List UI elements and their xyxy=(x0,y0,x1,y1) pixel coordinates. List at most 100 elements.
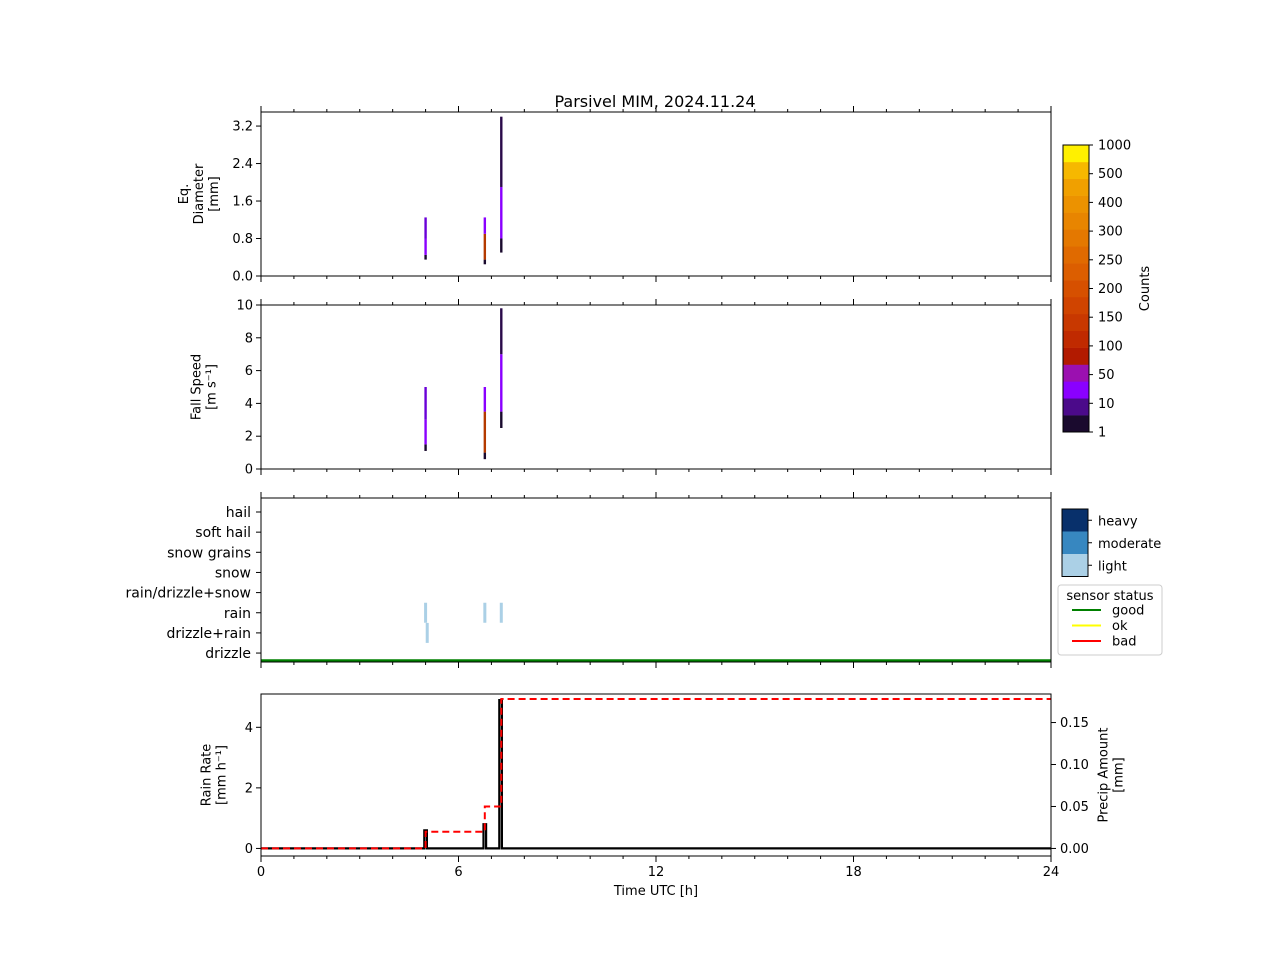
panels: 0.00.81.62.43.2Eq.Diameter[mm]0246810Fal… xyxy=(126,106,1127,899)
y2-tick-label: 0.05 xyxy=(1060,800,1089,815)
y-tick-label: 3.2 xyxy=(232,120,253,135)
axes-frame xyxy=(260,497,1052,663)
y-tick-label: 0.8 xyxy=(232,232,253,247)
legend-label: ok xyxy=(1112,619,1128,634)
colorbar-bin xyxy=(1063,212,1089,230)
axes-frame xyxy=(260,304,1052,470)
colorbar-tick-label: 50 xyxy=(1098,368,1115,383)
category-label: rain xyxy=(224,606,251,622)
y-tick-label: 1.6 xyxy=(232,195,253,210)
x-tick-label: 12 xyxy=(648,865,665,880)
colorbar-bin xyxy=(1063,296,1089,315)
y-tick-label: 0.0 xyxy=(232,270,253,285)
y-tick-label: 2 xyxy=(245,430,253,445)
legend-box xyxy=(1057,584,1163,656)
intensity-swatch xyxy=(1062,531,1088,554)
y-axis-label: Eq.Diameter[mm] xyxy=(177,163,222,224)
intensity-label: heavy xyxy=(1098,514,1138,529)
colorbar-bin xyxy=(1063,263,1089,281)
colorbar-bin xyxy=(1063,229,1089,247)
legend-label: good xyxy=(1112,604,1144,619)
event-mark xyxy=(500,238,503,253)
y2-tick-label: 0.15 xyxy=(1060,716,1089,731)
colorbar-bin xyxy=(1063,313,1089,332)
rain-rate-line xyxy=(261,698,1051,850)
axes-frame xyxy=(260,111,1052,277)
intensity-label: moderate xyxy=(1098,537,1161,552)
precip-amount-line xyxy=(261,698,1051,850)
event-mark xyxy=(424,387,427,420)
intensity-legend: heavy moderate light xyxy=(1061,508,1161,577)
legend-title: sensor status xyxy=(1066,589,1153,604)
y-tick-label: 2.4 xyxy=(232,157,253,172)
colorbar-bin xyxy=(1063,364,1089,382)
y2-tick-label: 0.00 xyxy=(1060,842,1089,857)
event-mark xyxy=(483,259,487,265)
y-tick-label: 4 xyxy=(245,397,253,412)
type-mark xyxy=(499,602,503,623)
colorbar-tick-label: 250 xyxy=(1098,253,1123,268)
x-tick-label: 0 xyxy=(257,865,265,880)
category-label: hail xyxy=(226,505,251,521)
colorbar-bin xyxy=(1063,330,1089,348)
panel-diameter: 0.0 0.8 1.6 2.4 3.2 Eq.Diameter[mm] xyxy=(177,106,1052,285)
colorbar-bin xyxy=(1063,178,1089,196)
event-mark xyxy=(424,419,427,445)
event-mark xyxy=(483,233,487,260)
category-label: snow grains xyxy=(167,545,251,561)
type-mark xyxy=(425,622,429,643)
category-label: soft hail xyxy=(195,525,251,541)
y-tick-label: 10 xyxy=(236,299,253,314)
colorbar-tick-label: 10 xyxy=(1098,397,1115,412)
colorbar-bin xyxy=(1063,161,1089,180)
intensity-label: light xyxy=(1098,559,1127,574)
y-tick-label: 2 xyxy=(245,781,253,796)
y-tick-label: 0 xyxy=(245,463,253,478)
category-label: drizzle xyxy=(205,646,251,662)
y-tick-label: 4 xyxy=(245,721,253,736)
y-tick-label: 8 xyxy=(245,331,253,346)
colorbar-tick-label: 400 xyxy=(1098,196,1123,211)
event-mark xyxy=(483,217,487,234)
x-axis-label: Time UTC [h] xyxy=(613,884,698,899)
event-mark xyxy=(500,308,503,355)
intensity-swatch xyxy=(1062,554,1088,577)
axes-frame xyxy=(260,693,1052,857)
colorbar-bin xyxy=(1063,195,1089,213)
colorbar-bin xyxy=(1063,381,1089,399)
y-axis-label: Fall Speed[m s⁻¹] xyxy=(190,354,220,420)
event-mark xyxy=(500,186,503,239)
event-mark xyxy=(424,238,427,255)
event-mark xyxy=(424,217,427,239)
intensity-swatch xyxy=(1062,509,1088,532)
intensity-frame xyxy=(1061,508,1089,577)
x-tick-label: 24 xyxy=(1043,865,1060,880)
colorbar-bin xyxy=(1063,415,1089,433)
event-mark xyxy=(483,411,487,453)
x-tick-label: 6 xyxy=(454,865,462,880)
panel-precip-type: hail soft hail snow grains snow rain/drizzle… xyxy=(126,492,1052,668)
event-mark xyxy=(500,354,503,412)
colorbar-label: Counts xyxy=(1138,266,1153,312)
event-mark xyxy=(424,254,427,260)
type-mark xyxy=(424,602,428,623)
event-mark xyxy=(424,444,427,451)
y2-axis-label: Precip Amount[mm] xyxy=(1097,728,1127,823)
chart-title: Parsivel MIM, 2024.11.24 xyxy=(554,92,755,111)
y-tick-label: 6 xyxy=(245,364,253,379)
category-label: rain/drizzle+snow xyxy=(126,586,251,602)
colorbar-bin xyxy=(1063,347,1089,365)
colorbar-bin xyxy=(1063,398,1089,416)
category-label: drizzle+rain xyxy=(166,626,251,642)
y2-tick-label: 0.10 xyxy=(1060,758,1089,773)
colorbar-bin xyxy=(1063,246,1089,264)
panel-fallspeed: 0 2 4 6 8 10 Fall Speed[m s⁻¹] xyxy=(190,299,1052,478)
colorbar-bin xyxy=(1063,280,1089,298)
colorbar-tick-label: 1000 xyxy=(1098,139,1131,154)
colorbar-tick-label: 1 xyxy=(1098,426,1106,441)
colorbar: 1 10 50 100 150 200 250 300 400 500 1000 Counts xyxy=(1062,139,1153,441)
event-mark xyxy=(483,387,487,412)
